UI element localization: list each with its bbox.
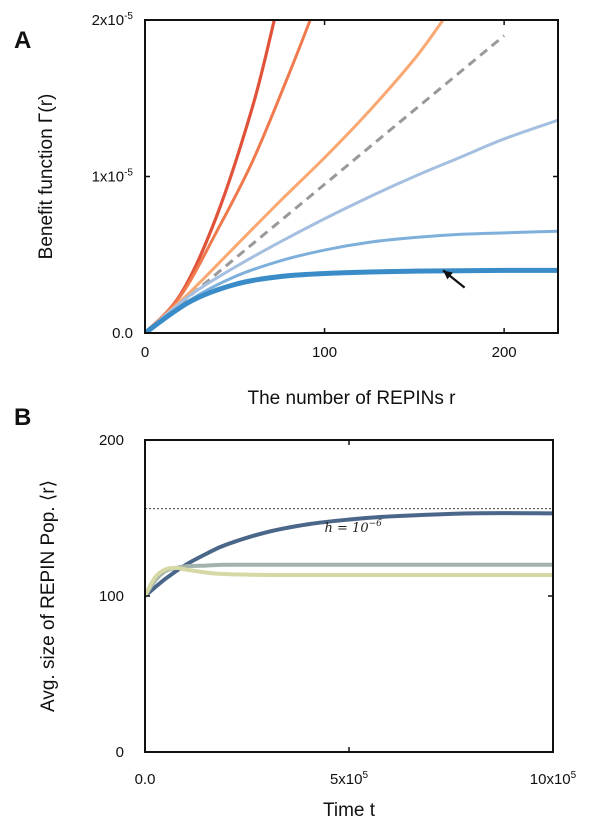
y-tick-label: 100: [99, 588, 124, 605]
series-line-7: [145, 267, 558, 333]
y-axis-label: Benefit function Γ(r): [36, 94, 57, 260]
y-axis-label: Avg. size of REPIN Pop. ⟨r⟩: [38, 480, 59, 712]
series-line-6: [145, 229, 558, 333]
arrow-head: [443, 270, 453, 280]
x-tick-label: 200: [492, 344, 517, 361]
panel-label: B: [14, 404, 31, 431]
x-tick-label: 0: [141, 344, 149, 361]
x-tick-label: 5x105: [330, 770, 369, 788]
series-annotation: h = 10−6: [325, 519, 383, 536]
plot-frame: [144, 439, 554, 753]
series-line-4: [145, 34, 506, 333]
y-tick-label: 2x10-5: [92, 11, 134, 29]
series-line-5: [145, 118, 558, 333]
series-line-3: [145, 565, 553, 598]
series-line-1: [145, 20, 276, 333]
y-tick-label: 0: [116, 744, 124, 761]
x-tick-label: 10x105: [530, 770, 577, 788]
x-axis-label: The number of REPINs r: [247, 388, 456, 409]
series-line-3: [145, 20, 445, 333]
y-tick-label: 0.0: [112, 325, 133, 342]
y-tick-label: 200: [99, 432, 124, 449]
y-tick-label: 1x10-5: [92, 168, 134, 186]
series-line-2: [145, 20, 312, 333]
series-group: [145, 511, 553, 598]
chart-panel-a: 0 100 200 0.0 1x10-5 2x10-5 The number of REPI…: [14, 11, 559, 409]
series-line-2: [145, 562, 553, 598]
x-tick-label: 100: [312, 344, 337, 361]
series-group: [145, 20, 558, 333]
plot-frame: [144, 19, 559, 334]
x-tick-label: 0.0: [135, 771, 156, 788]
x-axis-label: Time t: [323, 800, 376, 821]
panel-label: A: [14, 27, 31, 54]
chart-panel-b: 0.0 5x105 10x105 0 100 200 Time t Avg. size of …: [14, 404, 577, 821]
